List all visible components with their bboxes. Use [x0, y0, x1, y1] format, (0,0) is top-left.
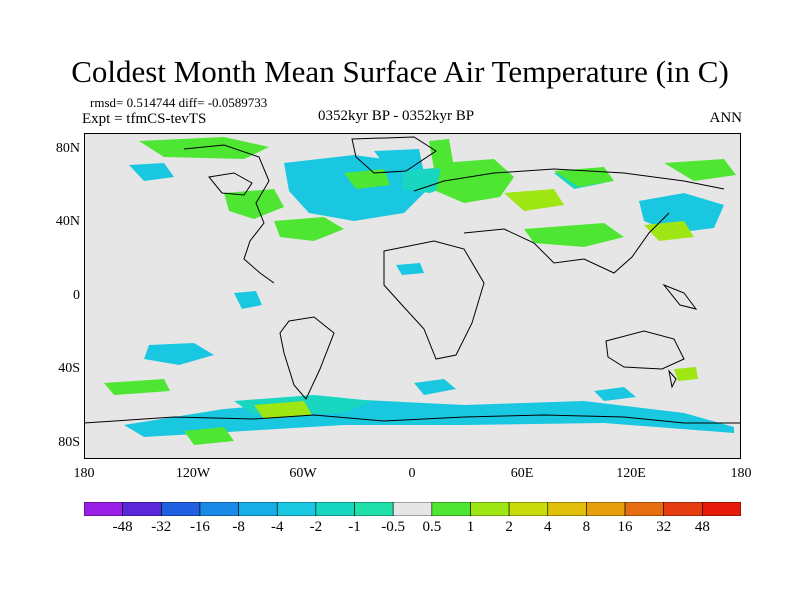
experiment-text: Expt = tfmCS-tevTS [82, 111, 207, 127]
page-title: Coldest Month Mean Surface Air Temperatu… [71, 54, 729, 89]
colorbar-label: -8 [232, 519, 245, 535]
colorbar-label: -32 [151, 519, 172, 535]
x-tick-180-right: 180 [730, 466, 752, 481]
colorbar-label: 16 [617, 519, 633, 535]
x-tick-120w: 120W [175, 466, 211, 481]
colorbar-label: -16 [189, 519, 210, 535]
x-tick-120e: 120E [616, 466, 646, 481]
colorbar-label: 8 [582, 519, 591, 535]
colorbar-box [392, 502, 433, 516]
colorbar-box [470, 502, 510, 516]
colorbar-label: 1 [466, 519, 475, 535]
colorbar-label: -2 [309, 519, 323, 535]
x-tick-60w: 60W [289, 466, 317, 481]
colorbar-box [199, 502, 239, 516]
colorbar-label: -4 [270, 519, 284, 535]
colorbar-box [84, 502, 123, 516]
colorbar-box [354, 502, 394, 516]
season-text: ANN [709, 110, 743, 126]
colorbar-label: -1 [348, 519, 361, 535]
colorbar-box [431, 502, 471, 516]
colorbar-box [160, 502, 201, 516]
colorbar-label: -0.5 [381, 519, 406, 535]
x-tick-60e: 60E [510, 466, 534, 481]
y-tick-80s: 80S [58, 435, 80, 450]
coastlines [84, 136, 741, 424]
colorbar-box [276, 502, 317, 516]
colorbar [84, 502, 741, 516]
colorbar-box [702, 502, 741, 516]
colorbar-box [624, 502, 665, 516]
colorbar-box [508, 502, 549, 516]
map-frame [84, 133, 741, 459]
x-tick-0: 0 [408, 466, 416, 481]
period-text: 0352kyr BP - 0352kyr BP [318, 108, 475, 124]
colorbar-label: 4 [544, 519, 552, 535]
colorbar-box [547, 502, 587, 516]
colorbar-label: 48 [694, 519, 710, 535]
colorbar-box [238, 502, 278, 516]
colorbar-box [315, 502, 355, 516]
x-tick-180-left: 180 [73, 466, 95, 481]
colorbar-label: 32 [656, 519, 672, 535]
colorbar-box [586, 502, 626, 516]
colorbar-label: 0.5 [422, 519, 442, 535]
temperature-map [84, 133, 741, 459]
y-tick-0: 0 [73, 288, 80, 303]
y-tick-40s: 40S [58, 361, 80, 376]
anomaly-light-green [104, 137, 736, 445]
colorbar-label: -48 [112, 519, 133, 535]
colorbar-box [122, 502, 162, 516]
y-tick-80n: 80N [55, 141, 80, 156]
rmsd-diff-text: rmsd= 0.514744 diff= -0.0589733 [90, 95, 268, 110]
colorbar-box [663, 502, 703, 516]
y-tick-40n: 40N [55, 214, 80, 229]
colorbar-label: 2 [505, 519, 513, 535]
